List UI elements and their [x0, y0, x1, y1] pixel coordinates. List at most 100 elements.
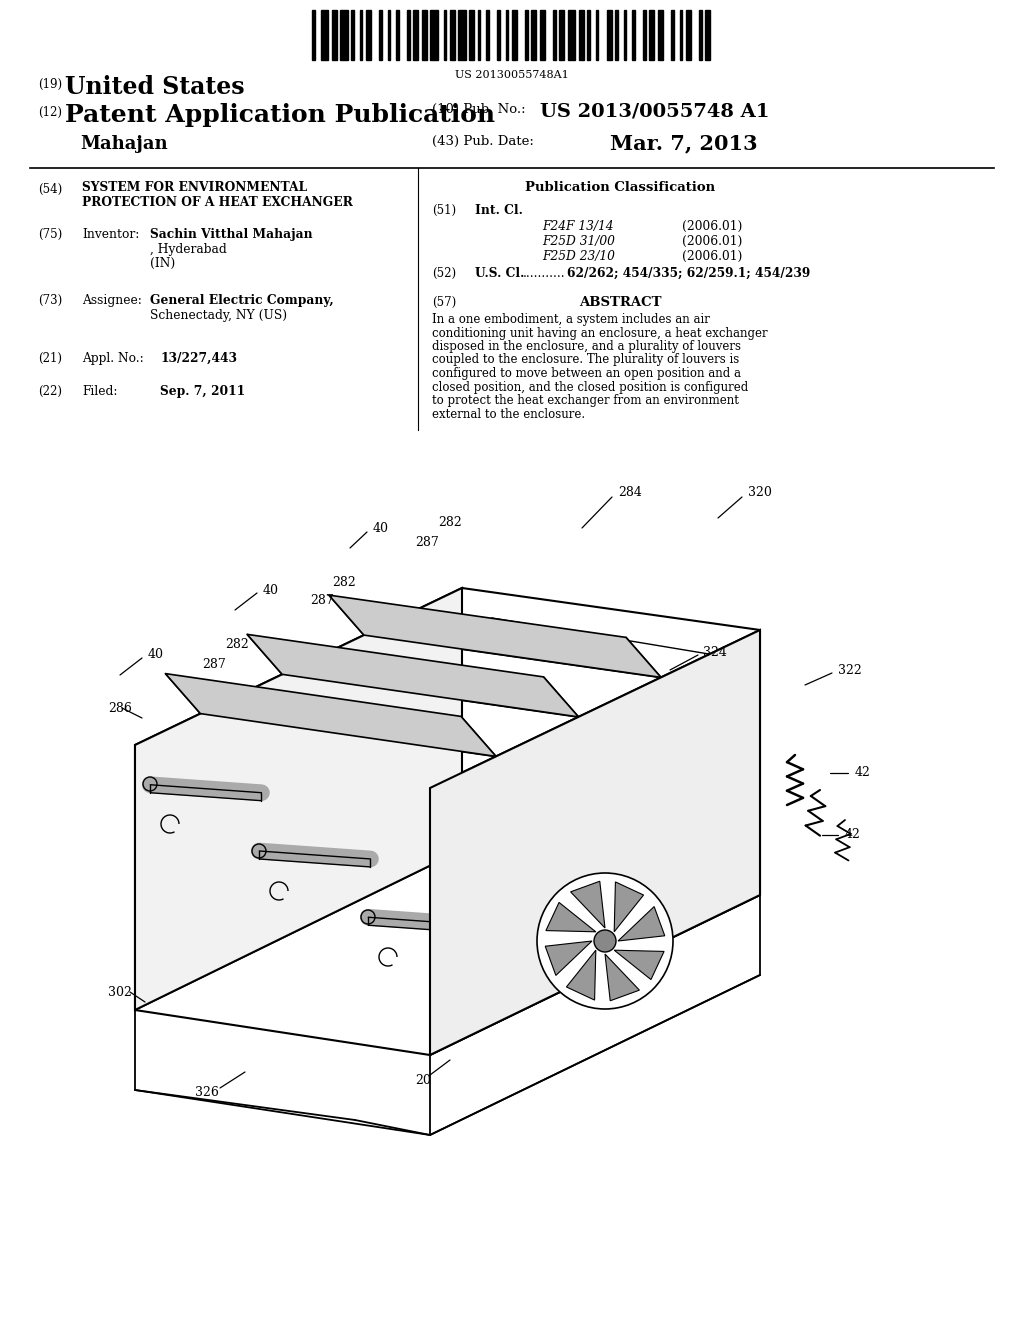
Bar [596, 11, 598, 59]
Bar [413, 11, 418, 59]
Text: (54): (54) [38, 183, 62, 195]
Polygon shape [546, 903, 596, 932]
Bar [587, 11, 590, 59]
Text: 320: 320 [748, 487, 772, 499]
Text: 13/227,443: 13/227,443 [160, 352, 237, 366]
Text: (73): (73) [38, 294, 62, 308]
Text: (21): (21) [38, 352, 62, 366]
Text: 287: 287 [310, 594, 334, 606]
Text: General Electric Company,: General Electric Company, [150, 294, 334, 308]
Text: 302: 302 [108, 986, 132, 998]
Polygon shape [166, 673, 496, 756]
Polygon shape [614, 950, 665, 979]
Bar [387, 11, 390, 59]
Text: F25D 23/10: F25D 23/10 [542, 249, 614, 263]
Text: (75): (75) [38, 228, 62, 242]
Bar [458, 11, 466, 59]
Bar [531, 11, 536, 59]
Text: 287: 287 [202, 659, 225, 672]
Bar [450, 11, 455, 59]
Text: (2006.01): (2006.01) [682, 220, 742, 234]
Bar [340, 11, 347, 59]
Polygon shape [545, 941, 592, 975]
Text: Sep. 7, 2011: Sep. 7, 2011 [160, 385, 245, 399]
Bar [506, 11, 508, 59]
Bar [624, 11, 626, 59]
Text: United States: United States [65, 75, 245, 99]
Text: (IN): (IN) [150, 257, 175, 271]
Text: (2006.01): (2006.01) [682, 235, 742, 248]
Bar [579, 11, 584, 59]
Bar [321, 11, 328, 59]
Polygon shape [566, 950, 596, 1001]
Bar [430, 11, 437, 59]
Bar [396, 11, 398, 59]
Bar [632, 11, 635, 59]
Text: (12): (12) [38, 106, 62, 119]
Text: U.S. Cl.: U.S. Cl. [475, 267, 524, 280]
Bar [512, 11, 516, 59]
Bar [497, 11, 500, 59]
Text: 282: 282 [225, 639, 249, 652]
Bar [685, 11, 690, 59]
Text: (51): (51) [432, 205, 456, 216]
Bar [559, 11, 564, 59]
Text: disposed in the enclosure, and a plurality of louvers: disposed in the enclosure, and a plurali… [432, 341, 741, 352]
Text: 284: 284 [618, 487, 642, 499]
Polygon shape [329, 595, 662, 677]
Circle shape [594, 931, 616, 952]
Text: F24F 13/14: F24F 13/14 [542, 220, 613, 234]
Bar [680, 11, 682, 59]
Text: Mahajan: Mahajan [80, 135, 168, 153]
Text: (22): (22) [38, 385, 62, 399]
Text: (2006.01): (2006.01) [682, 249, 742, 263]
Bar [699, 11, 701, 59]
Bar [606, 11, 611, 59]
Bar [477, 11, 480, 59]
Text: coupled to the enclosure. The plurality of louvers is: coupled to the enclosure. The plurality … [432, 354, 739, 367]
Text: external to the enclosure.: external to the enclosure. [432, 408, 585, 421]
Text: US 20130055748A1: US 20130055748A1 [455, 70, 569, 81]
Text: (43) Pub. Date:: (43) Pub. Date: [432, 135, 534, 148]
Text: Mar. 7, 2013: Mar. 7, 2013 [610, 133, 758, 153]
Bar [553, 11, 555, 59]
Circle shape [537, 873, 673, 1008]
Bar [671, 11, 674, 59]
Text: 287: 287 [415, 536, 438, 549]
Polygon shape [247, 635, 579, 717]
Text: Int. Cl.: Int. Cl. [475, 205, 523, 216]
Bar [643, 11, 645, 59]
Text: Inventor:: Inventor: [82, 228, 139, 242]
Bar [366, 11, 371, 59]
Bar [443, 11, 446, 59]
Text: Assignee:: Assignee: [82, 294, 142, 308]
Text: 324: 324 [703, 645, 727, 659]
Text: ABSTRACT: ABSTRACT [579, 296, 662, 309]
Bar [312, 11, 314, 59]
Bar [351, 11, 353, 59]
Text: 42: 42 [855, 767, 870, 780]
Text: Appl. No.:: Appl. No.: [82, 352, 143, 366]
Text: 40: 40 [263, 583, 279, 597]
Text: In a one embodiment, a system includes an air: In a one embodiment, a system includes a… [432, 313, 710, 326]
Bar [567, 11, 575, 59]
Text: (19): (19) [38, 78, 62, 91]
Bar [615, 11, 617, 59]
Bar [332, 11, 337, 59]
Text: 40: 40 [148, 648, 164, 661]
Bar [469, 11, 474, 59]
Text: 286: 286 [108, 701, 132, 714]
Text: ...........: ........... [523, 267, 565, 280]
Polygon shape [605, 954, 639, 1001]
Text: Publication Classification: Publication Classification [525, 181, 715, 194]
Text: SYSTEM FOR ENVIRONMENTAL: SYSTEM FOR ENVIRONMENTAL [82, 181, 307, 194]
Bar [657, 11, 663, 59]
Text: (52): (52) [432, 267, 456, 280]
Text: Schenectady, NY (US): Schenectady, NY (US) [150, 309, 287, 322]
Text: (10) Pub. No.:: (10) Pub. No.: [432, 103, 525, 116]
Polygon shape [570, 882, 605, 928]
Text: PROTECTION OF A HEAT EXCHANGER: PROTECTION OF A HEAT EXCHANGER [82, 195, 353, 209]
Bar [540, 11, 545, 59]
Text: 282: 282 [332, 576, 355, 589]
Text: 326: 326 [195, 1085, 219, 1098]
